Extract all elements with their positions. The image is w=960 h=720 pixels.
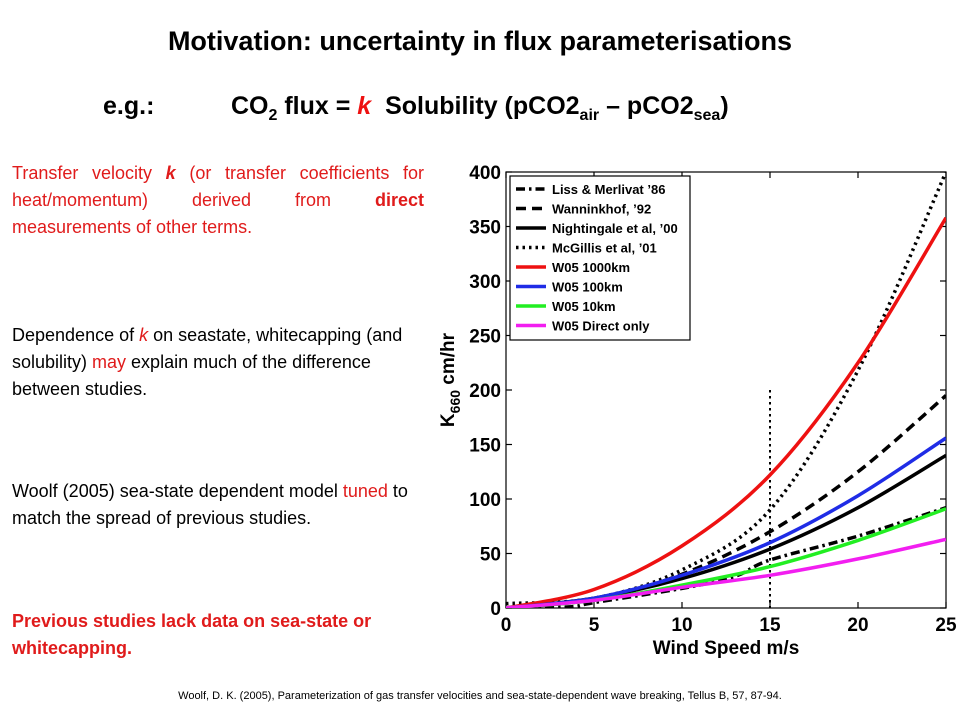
legend-label-1: Wanninkhof, ’92	[552, 202, 651, 217]
legend-label-0: Liss & Merlivat ’86	[552, 182, 665, 197]
legend-label-7: W05 Direct only	[552, 319, 650, 334]
p2-k: k	[139, 325, 149, 345]
flux-equation: e.g.: CO2 flux = k Solubility (pCO2air – …	[103, 92, 729, 125]
co-subscript: 2	[268, 107, 278, 124]
y-tick-label-250: 250	[469, 327, 501, 348]
paragraph-lack-data: Previous studies lack data on sea-state …	[12, 611, 372, 658]
p2-text-b: on seastate, whitecapping (and solubilit…	[12, 325, 403, 372]
legend-label-4: W05 1000km	[552, 260, 630, 275]
y-axis-label: K660 cm/hr	[438, 332, 463, 427]
paragraph-woolf-model: Woolf (2005) sea-state dependent model t…	[12, 478, 424, 532]
p2-text-c: explain much of the difference between s…	[12, 352, 371, 399]
y-tick-label-100: 100	[469, 490, 501, 511]
p1-text-a: Transfer velocity	[12, 163, 166, 183]
y-tick-label-350: 350	[469, 218, 501, 239]
co-text: CO	[231, 92, 269, 120]
x-tick-label-5: 5	[589, 615, 600, 636]
transfer-velocity-chart: 0 5 10 15 20 25 0 50 100 150 200 250 300 350 400 Wind S…	[430, 150, 960, 660]
y-tick-label-150: 150	[469, 436, 501, 457]
p2-may: may	[92, 352, 127, 372]
series-line-3	[506, 172, 946, 606]
x-tick-label-0: 0	[501, 615, 512, 636]
y-tick-label-200: 200	[469, 381, 501, 402]
x-tick-label-25: 25	[935, 615, 957, 636]
close-paren: )	[720, 92, 729, 120]
series-line-7	[506, 537, 946, 608]
flux-text: flux =	[277, 92, 358, 120]
sea-subscript: sea	[693, 107, 721, 124]
series-line-6	[506, 507, 946, 608]
solubility-text: Solubility (pCO2	[371, 92, 580, 120]
x-tick-label-10: 10	[671, 615, 692, 636]
legend-label-3: McGillis et al, ’01	[552, 241, 657, 256]
legend-box	[509, 175, 691, 341]
p3-tuned: tuned	[342, 481, 388, 501]
p1-k: k	[165, 163, 176, 183]
series-line-4	[506, 216, 946, 608]
citation: Woolf, D. K. (2005), Parameterization of…	[178, 690, 782, 702]
p1-text-c: measurements of other terms.	[12, 217, 253, 237]
slide-title: Motivation: uncertainty in flux paramete…	[167, 26, 793, 56]
series-line-0	[506, 506, 946, 608]
p3-text-b: to match the spread of previous studies.	[12, 481, 408, 528]
p1-direct: direct	[374, 190, 424, 210]
p1-text-b: (or transfer coefficients for heat/momen…	[12, 163, 425, 210]
y-tick-label-300: 300	[469, 272, 501, 293]
legend-label-5: W05 100km	[552, 280, 623, 295]
x-tick-label-20: 20	[847, 615, 868, 636]
equation-prefix: e.g.:	[103, 92, 155, 120]
y-axis-label-sub: 660	[447, 390, 463, 414]
p3-text-a: Woolf (2005) sea-state dependent model	[12, 481, 343, 501]
y-axis-label-k: K	[438, 413, 459, 427]
paragraph-transfer-velocity: Transfer velocity k (or transfer coeffic…	[12, 160, 424, 241]
y-tick-label-0: 0	[490, 599, 501, 620]
x-axis-label: Wind Speed m/s	[653, 638, 800, 659]
dash-text: – pCO2	[599, 92, 694, 120]
air-subscript: air	[579, 107, 600, 124]
legend-label-2: Nightingale et al, ’00	[552, 221, 678, 236]
y-axis-label-unit: cm/hr	[438, 332, 459, 390]
p2-text-a: Dependence of	[12, 325, 140, 345]
k-symbol: k	[357, 92, 372, 120]
x-tick-label-15: 15	[759, 615, 781, 636]
y-tick-label-400: 400	[469, 163, 501, 184]
legend-label-6: W05 10km	[552, 299, 616, 314]
y-tick-label-50: 50	[480, 545, 501, 566]
paragraph-dependence: Dependence of k on seastate, whitecappin…	[12, 322, 424, 403]
